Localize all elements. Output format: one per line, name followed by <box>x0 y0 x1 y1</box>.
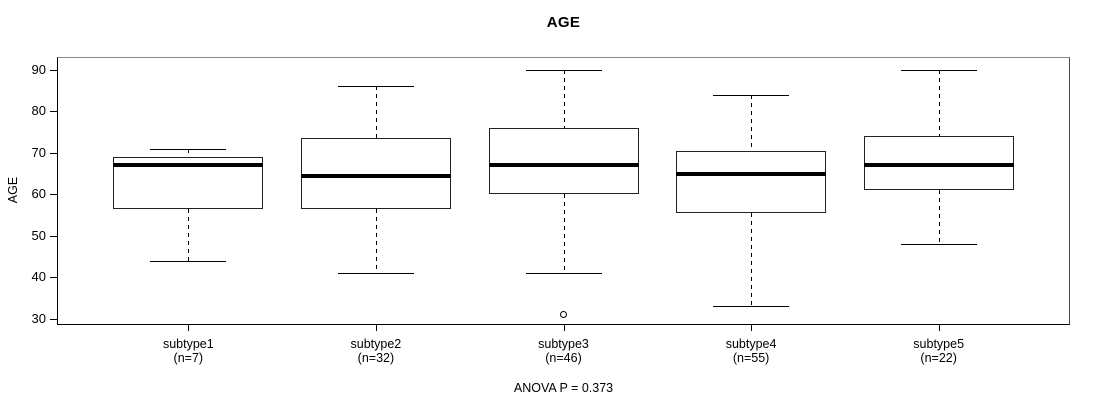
boxplot-whisker-upper <box>563 69 565 128</box>
boxplot-whisker-lower <box>188 208 190 261</box>
y-axis-tick <box>50 318 57 320</box>
boxplot-cap-lower <box>525 273 602 275</box>
x-axis-tick <box>751 325 753 331</box>
boxplot-median <box>113 163 264 168</box>
boxplot-box <box>488 127 639 195</box>
y-axis-tick-label: 80 <box>31 103 46 119</box>
x-axis-tick <box>563 325 565 331</box>
boxplot-whisker-upper <box>938 69 940 137</box>
boxplot-cap-lower <box>337 273 414 275</box>
group-count: (n=46) <box>545 350 582 365</box>
y-axis-tick <box>50 69 57 71</box>
group-count: (n=22) <box>920 350 957 365</box>
y-axis-tick-label: 90 <box>31 61 46 77</box>
group-count: (n=7) <box>173 350 204 365</box>
boxplot-whisker-upper <box>188 148 190 157</box>
y-axis-tick <box>50 152 57 154</box>
x-axis-label: subtype3 (n=46) <box>470 337 657 365</box>
boxplot-outlier <box>560 311 567 319</box>
boxplot-cap-lower <box>713 306 790 308</box>
boxplot-whisker-upper <box>375 86 377 139</box>
boxplot-cap-upper <box>713 94 790 96</box>
boxplot-box <box>676 150 827 213</box>
x-axis-tick <box>375 325 377 331</box>
anova-annotation: ANOVA P = 0.373 <box>513 381 614 395</box>
group-count: (n=55) <box>732 350 770 365</box>
y-axis-tick-label: 50 <box>31 227 46 243</box>
chart-title: AGE <box>546 14 581 31</box>
boxplot-whisker-lower <box>375 208 377 274</box>
boxplot-cap-upper <box>525 69 602 71</box>
group-name: subtype5 <box>913 337 965 351</box>
boxplot-cap-upper <box>337 86 414 88</box>
boxplot-box <box>863 136 1014 191</box>
group-name: subtype2 <box>350 337 402 351</box>
group-count: (n=32) <box>357 350 395 365</box>
boxplot-cap-lower <box>900 244 977 246</box>
x-axis-label: subtype4 (n=55) <box>658 337 845 365</box>
boxplot-whisker-lower <box>751 212 753 307</box>
y-axis-tick-label: 30 <box>31 310 46 326</box>
boxplot-median <box>488 163 639 168</box>
boxplot-median <box>676 171 827 176</box>
boxplot-whisker-upper <box>751 94 753 151</box>
x-axis-tick <box>938 325 940 331</box>
y-axis-tick <box>50 277 57 279</box>
y-axis-tick-label: 60 <box>31 186 46 202</box>
boxplot-whisker-lower <box>563 194 565 274</box>
x-axis-label: subtype1 (n=7) <box>95 337 282 365</box>
boxplot-whisker-lower <box>938 190 940 245</box>
boxplot-box <box>300 138 451 209</box>
boxplot-median <box>863 163 1014 168</box>
y-axis-tick <box>50 235 57 237</box>
group-name: subtype3 <box>538 337 589 351</box>
y-axis-tick-label: 40 <box>31 269 46 285</box>
group-name: subtype4 <box>725 337 777 351</box>
boxplot-median <box>300 173 451 178</box>
y-axis-tick-label: 70 <box>31 144 46 160</box>
x-axis-tick <box>188 325 190 331</box>
group-name: subtype1 <box>162 337 214 351</box>
x-axis-label: subtype5 (n=22) <box>845 337 1032 365</box>
boxplot-cap-upper <box>150 148 227 150</box>
y-axis-tick <box>50 111 57 113</box>
boxplot-cap-upper <box>900 69 977 71</box>
x-axis-label: subtype2 (n=32) <box>282 337 469 365</box>
y-axis-tick <box>50 194 57 196</box>
boxplot-cap-lower <box>150 260 227 262</box>
